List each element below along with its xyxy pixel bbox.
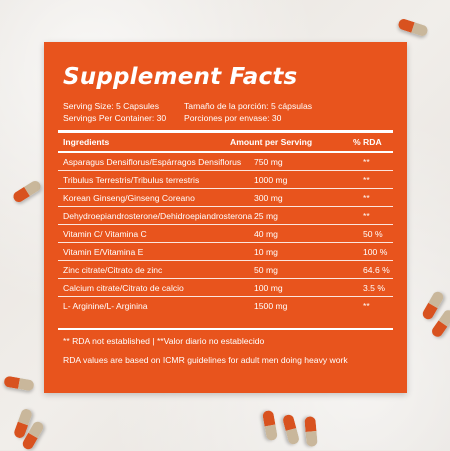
ingredients-table: Asparagus Densiflorus/Espárragos Densifl…	[58, 153, 393, 314]
table-row: Korean Ginseng/Ginseng Coreano 300 mg **	[58, 189, 393, 207]
ingredient-amount: 100 mg	[254, 283, 283, 293]
header-amount: Amount per Serving	[230, 137, 313, 147]
ingredient-name: Vitamin E/Vitamina E	[63, 247, 144, 257]
ingredient-name: Vitamin C/ Vitamina C	[63, 229, 147, 239]
table-row: Zinc citrate/Citrato de zinc 50 mg 64.6 …	[58, 261, 393, 279]
servings-per-container-es: Porciones por envase: 30	[184, 113, 282, 123]
ingredient-amount: 25 mg	[254, 211, 278, 221]
header-rda: % RDA	[353, 137, 382, 147]
ingredient-rda: 100 %	[363, 247, 388, 257]
ingredient-rda: **	[363, 211, 370, 221]
ingredient-name: Asparagus Densiflorus/Espárragos Densifl…	[63, 157, 242, 167]
header-ingredients: Ingredients	[63, 137, 110, 147]
ingredient-amount: 300 mg	[254, 193, 283, 203]
ingredient-amount: 1500 mg	[254, 301, 288, 311]
divider-bottom	[58, 328, 393, 330]
ingredient-name: Dehydroepiandrosterone/Dehidroepiandrost…	[63, 211, 253, 221]
ingredient-amount: 750 mg	[254, 157, 283, 167]
ingredient-name: Korean Ginseng/Ginseng Coreano	[63, 193, 195, 203]
panel-title: Supplement Facts	[63, 64, 298, 90]
ingredient-name: L- Arginine/L- Arginina	[63, 301, 148, 311]
ingredient-amount: 50 mg	[254, 265, 278, 275]
ingredient-rda: **	[363, 175, 370, 185]
servings-per-container-en: Servings Per Container: 30	[63, 113, 167, 123]
table-row: Calcium citrate/Citrato de calcio 100 mg…	[58, 279, 393, 297]
footnote-rda-not-established: ** RDA not established | **Valor diario …	[63, 336, 265, 346]
table-row: Dehydroepiandrosterone/Dehidroepiandrost…	[58, 207, 393, 225]
divider-header	[58, 151, 393, 153]
ingredient-rda: 3.5 %	[363, 283, 385, 293]
serving-size-en: Serving Size: 5 Capsules	[63, 101, 160, 111]
divider-thick	[58, 130, 393, 133]
ingredient-rda: **	[363, 301, 370, 311]
footnote-rda-basis: RDA values are based on ICMR guidelines …	[63, 355, 348, 365]
ingredient-amount: 10 mg	[254, 247, 278, 257]
ingredient-name: Zinc citrate/Citrato de zinc	[63, 265, 163, 275]
table-row: Tribulus Terrestris/Tribulus terrestris …	[58, 171, 393, 189]
serving-info: Serving Size: 5 Capsules Tamaño de la po…	[63, 100, 393, 124]
ingredient-rda: 64.6 %	[363, 265, 390, 275]
table-row: Vitamin C/ Vitamina C 40 mg 50 %	[58, 225, 393, 243]
ingredient-name: Calcium citrate/Citrato de calcio	[63, 283, 184, 293]
ingredient-amount: 1000 mg	[254, 175, 288, 185]
ingredient-name: Tribulus Terrestris/Tribulus terrestris	[63, 175, 200, 185]
table-row: Asparagus Densiflorus/Espárragos Densifl…	[58, 153, 393, 171]
table-row: L- Arginine/L- Arginina 1500 mg **	[58, 297, 393, 314]
ingredient-rda: **	[363, 157, 370, 167]
supplement-facts-panel: Supplement Facts Serving Size: 5 Capsule…	[44, 42, 407, 393]
ingredient-rda: **	[363, 193, 370, 203]
ingredient-rda: 50 %	[363, 229, 383, 239]
ingredient-amount: 40 mg	[254, 229, 278, 239]
table-header: Ingredients Amount per Serving % RDA	[63, 137, 393, 150]
table-row: Vitamin E/Vitamina E 10 mg 100 %	[58, 243, 393, 261]
serving-size-es: Tamaño de la porción: 5 cápsulas	[184, 101, 313, 111]
